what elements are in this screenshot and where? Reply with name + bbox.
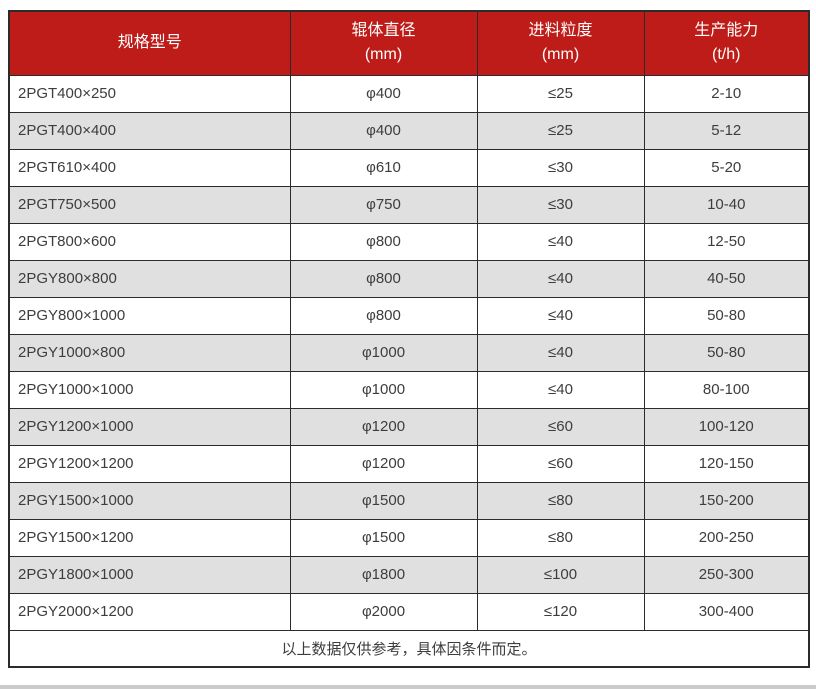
table-cell: 50-80 <box>643 296 810 335</box>
table-row: 2PGY800×800 φ800 ≤40 40-50 <box>8 259 810 298</box>
cell-model: 2PGT400×250 <box>8 74 291 113</box>
cell-model: 2PGY800×800 <box>8 259 291 298</box>
cell-model: 2PGT400×400 <box>8 111 291 150</box>
table-cell: 5-12 <box>643 111 810 150</box>
table-cell: ≤120 <box>476 592 645 631</box>
table-cell: 300-400 <box>643 592 810 631</box>
table-cell: 40-50 <box>643 259 810 298</box>
cell-model: 2PGY1200×1000 <box>8 407 291 446</box>
table-row: 2PGT400×250 φ400 ≤25 2-10 <box>8 74 810 113</box>
table-row: 2PGT750×500 φ750 ≤30 10-40 <box>8 185 810 224</box>
footer-row: 以上数据仅供参考，具体因条件而定。 <box>8 629 810 668</box>
cell-model: 2PGY1200×1200 <box>8 444 291 483</box>
table-cell: φ1200 <box>289 444 478 483</box>
table-row: 2PGT400×400 φ400 ≤25 5-12 <box>8 111 810 150</box>
table-cell: 200-250 <box>643 518 810 557</box>
table-row: 2PGY1200×1000 φ1200 ≤60 100-120 <box>8 407 810 446</box>
table-cell: φ800 <box>289 222 478 261</box>
table-cell: 150-200 <box>643 481 810 520</box>
table-cell: 80-100 <box>643 370 810 409</box>
footer-note: 以上数据仅供参考，具体因条件而定。 <box>8 629 810 668</box>
header-diameter-unit: (mm) <box>364 46 403 64</box>
table-row: 2PGT610×400 φ610 ≤30 5-20 <box>8 148 810 187</box>
cell-model: 2PGY1000×800 <box>8 333 291 372</box>
table-cell: ≤80 <box>476 481 645 520</box>
table-cell: φ400 <box>289 74 478 113</box>
specification-table: 规格型号 辊体直径 (mm) 进料粒度 (mm) 生产能力 (t/h) 2PGT… <box>8 10 810 668</box>
table-footer: 以上数据仅供参考，具体因条件而定。 <box>8 629 810 668</box>
table-cell: φ1200 <box>289 407 478 446</box>
table-cell: φ1000 <box>289 370 478 409</box>
table-cell: 2-10 <box>643 74 810 113</box>
table-cell: ≤40 <box>476 222 645 261</box>
table-cell: φ1500 <box>289 481 478 520</box>
table-header: 规格型号 辊体直径 (mm) 进料粒度 (mm) 生产能力 (t/h) <box>8 10 810 76</box>
table-row: 2PGY1500×1000 φ1500 ≤80 150-200 <box>8 481 810 520</box>
table-cell: ≤40 <box>476 296 645 335</box>
table-cell: 50-80 <box>643 333 810 372</box>
cell-model: 2PGY1500×1200 <box>8 518 291 557</box>
table-cell: ≤80 <box>476 518 645 557</box>
header-capacity-title: 生产能力 <box>694 22 759 40</box>
cell-model: 2PGY800×1000 <box>8 296 291 335</box>
table-cell: φ1800 <box>289 555 478 594</box>
table-cell: φ750 <box>289 185 478 224</box>
header-diameter-title: 辊体直径 <box>351 22 416 40</box>
table-cell: ≤25 <box>476 111 645 150</box>
header-cell-model: 规格型号 <box>8 10 291 76</box>
cell-model: 2PGY2000×1200 <box>8 592 291 631</box>
cell-model: 2PGT610×400 <box>8 148 291 187</box>
table-cell: 10-40 <box>643 185 810 224</box>
table-cell: φ400 <box>289 111 478 150</box>
table-cell: ≤60 <box>476 407 645 446</box>
table-cell: φ800 <box>289 259 478 298</box>
table-row: 2PGY800×1000 φ800 ≤40 50-80 <box>8 296 810 335</box>
table-row: 2PGT800×600 φ800 ≤40 12-50 <box>8 222 810 261</box>
table-cell: φ1500 <box>289 518 478 557</box>
header-feed-unit: (mm) <box>541 46 580 64</box>
header-row: 规格型号 辊体直径 (mm) 进料粒度 (mm) 生产能力 (t/h) <box>8 10 810 76</box>
table-cell: ≤30 <box>476 148 645 187</box>
table-cell: 250-300 <box>643 555 810 594</box>
table-row: 2PGY1500×1200 φ1500 ≤80 200-250 <box>8 518 810 557</box>
cell-model: 2PGY1000×1000 <box>8 370 291 409</box>
table-cell: 120-150 <box>643 444 810 483</box>
table-cell: ≤40 <box>476 370 645 409</box>
table-cell: ≤40 <box>476 333 645 372</box>
table-row: 2PGY1000×800 φ1000 ≤40 50-80 <box>8 333 810 372</box>
table-cell: ≤25 <box>476 74 645 113</box>
header-cell-roller-diameter: 辊体直径 (mm) <box>289 10 478 76</box>
table-row: 2PGY1000×1000 φ1000 ≤40 80-100 <box>8 370 810 409</box>
cell-model: 2PGT750×500 <box>8 185 291 224</box>
cell-model: 2PGY1500×1000 <box>8 481 291 520</box>
table-cell: ≤40 <box>476 259 645 298</box>
table-row: 2PGY2000×1200 φ2000 ≤120 300-400 <box>8 592 810 631</box>
header-cell-feed-size: 进料粒度 (mm) <box>476 10 645 76</box>
table-cell: φ2000 <box>289 592 478 631</box>
header-capacity-unit: (t/h) <box>712 46 741 64</box>
table-cell: ≤60 <box>476 444 645 483</box>
cell-model: 2PGT800×600 <box>8 222 291 261</box>
table-cell: 100-120 <box>643 407 810 446</box>
table-cell: φ1000 <box>289 333 478 372</box>
header-model-title: 规格型号 <box>117 34 182 52</box>
table-cell: 5-20 <box>643 148 810 187</box>
table-row: 2PGY1200×1200 φ1200 ≤60 120-150 <box>8 444 810 483</box>
header-cell-capacity: 生产能力 (t/h) <box>643 10 810 76</box>
table-body: 2PGT400×250 φ400 ≤25 2-10 2PGT400×400 φ400 ≤25… <box>8 74 810 631</box>
table-cell: φ610 <box>289 148 478 187</box>
table-cell: 12-50 <box>643 222 810 261</box>
table-cell: ≤100 <box>476 555 645 594</box>
table-row: 2PGY1800×1000 φ1800 ≤100 250-300 <box>8 555 810 594</box>
cell-model: 2PGY1800×1000 <box>8 555 291 594</box>
page-bottom-edge <box>0 685 816 689</box>
header-feed-title: 进料粒度 <box>528 22 593 40</box>
table-cell: ≤30 <box>476 185 645 224</box>
table-cell: φ800 <box>289 296 478 335</box>
